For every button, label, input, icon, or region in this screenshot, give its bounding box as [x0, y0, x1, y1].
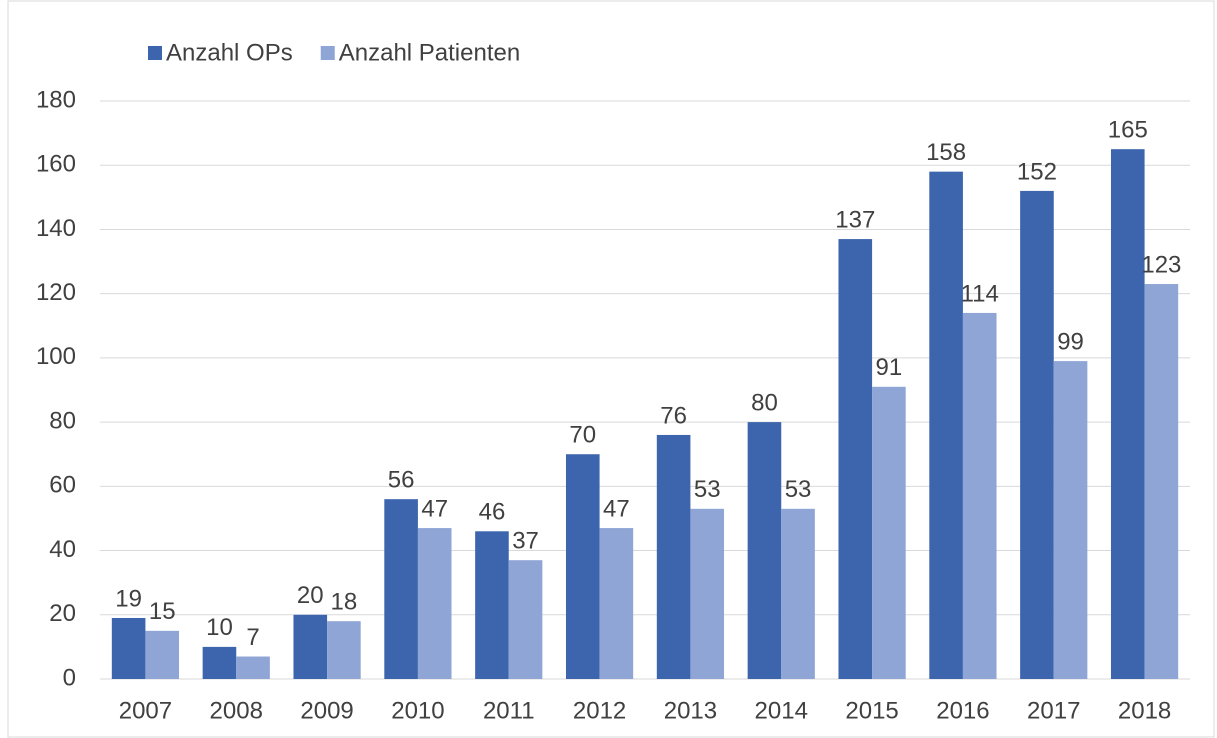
bar [690, 508, 725, 679]
bar [1110, 149, 1145, 679]
legend-swatch [320, 46, 335, 60]
bar [656, 434, 691, 679]
data-label: 158 [926, 139, 966, 166]
legend-label: Anzahl Patienten [339, 39, 520, 66]
y-tick-label: 80 [49, 407, 76, 434]
x-tick-label: 2017 [1027, 697, 1080, 724]
data-label: 10 [206, 614, 233, 641]
y-tick-label: 140 [36, 215, 76, 242]
data-label: 70 [569, 422, 596, 449]
y-tick-label: 40 [49, 536, 76, 563]
bar [599, 528, 634, 679]
x-tick-label: 2014 [755, 697, 808, 724]
legend-label: Anzahl OPs [166, 39, 293, 66]
x-tick-label: 2012 [573, 697, 626, 724]
bar [475, 531, 509, 679]
bar [293, 614, 328, 679]
data-label: 152 [1017, 158, 1057, 185]
data-label: 46 [479, 499, 506, 526]
bar [384, 499, 418, 679]
data-label: 76 [660, 402, 687, 429]
data-label: 137 [835, 206, 875, 233]
data-label: 37 [512, 528, 539, 555]
y-tick-label: 20 [49, 600, 76, 627]
x-tick-label: 2016 [936, 697, 989, 724]
data-label: 7 [246, 624, 259, 651]
y-tick-label: 120 [36, 279, 76, 306]
bar [417, 528, 452, 679]
data-label: 165 [1108, 117, 1148, 144]
x-tick-label: 2007 [119, 697, 172, 724]
legend-swatch [148, 46, 162, 60]
bar [1020, 190, 1054, 679]
data-label: 47 [421, 495, 448, 522]
data-label: 15 [149, 598, 176, 625]
data-label: 91 [876, 354, 903, 381]
bar [145, 630, 180, 679]
bar [1053, 361, 1088, 679]
y-tick-label: 160 [36, 151, 76, 178]
x-tick-label: 2008 [210, 697, 263, 724]
data-label: 47 [603, 495, 630, 522]
x-tick-label: 2010 [391, 697, 444, 724]
bar [929, 171, 963, 679]
data-label: 80 [751, 389, 778, 416]
data-label: 19 [115, 585, 142, 612]
data-label: 56 [388, 467, 415, 494]
data-label: 114 [961, 280, 999, 307]
bar [781, 508, 815, 679]
bar [872, 386, 906, 679]
y-tick-label: 0 [63, 664, 76, 691]
x-tick-label: 2011 [483, 697, 535, 724]
x-tick-label: 2013 [664, 697, 717, 724]
bar [236, 656, 270, 679]
bar [202, 646, 237, 679]
data-label: 53 [694, 476, 721, 503]
bar [327, 621, 361, 679]
data-label: 99 [1057, 328, 1084, 355]
bar [565, 454, 600, 679]
data-label: 20 [297, 582, 324, 609]
bar [962, 312, 997, 679]
bar [838, 239, 873, 680]
bar [111, 617, 146, 679]
x-tick-label: 2018 [1118, 697, 1171, 724]
data-label: 18 [331, 589, 358, 616]
x-tick-label: 2009 [300, 697, 353, 724]
bar [508, 560, 543, 679]
y-tick-label: 180 [36, 86, 76, 113]
bar [747, 422, 782, 679]
bar [1144, 284, 1179, 679]
data-label: 123 [1141, 251, 1181, 278]
x-tick-label: 2015 [845, 697, 898, 724]
y-tick-label: 60 [49, 472, 76, 499]
y-tick-label: 100 [36, 343, 76, 370]
data-label: 53 [785, 476, 812, 503]
